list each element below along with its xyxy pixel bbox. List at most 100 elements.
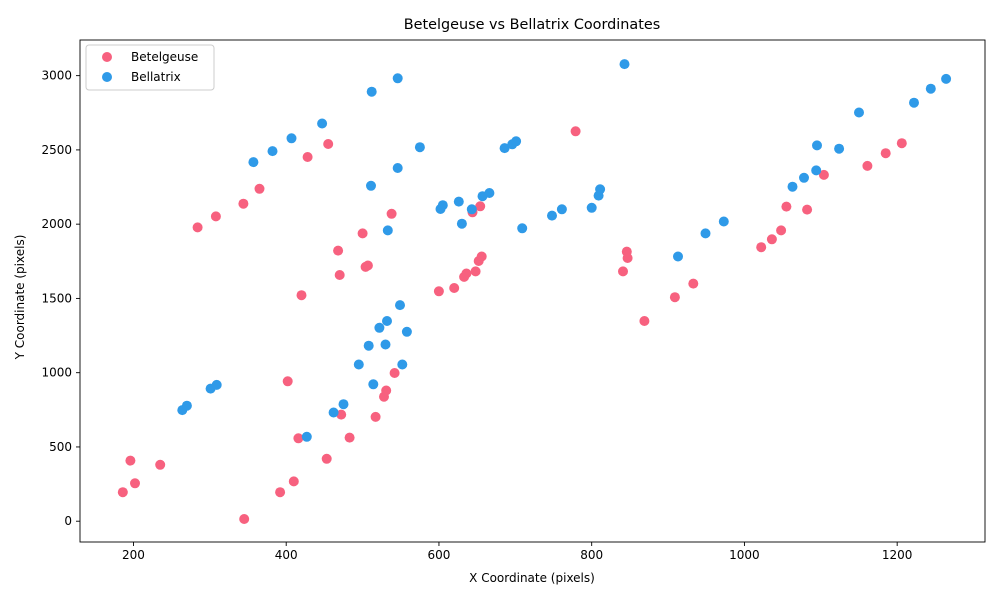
y-tick-label: 3000 — [41, 69, 72, 83]
y-tick-label: 2000 — [41, 217, 72, 231]
betelgeuse-point — [896, 138, 907, 149]
bellatrix-point — [718, 216, 729, 227]
x-tick-label: 200 — [122, 548, 145, 562]
betelgeuse-point — [766, 234, 777, 245]
legend: Betelgeuse Bellatrix — [85, 44, 215, 91]
betelgeuse-point — [818, 169, 829, 180]
x-tick-label: 400 — [275, 548, 298, 562]
bellatrix-point — [338, 399, 349, 410]
betelgeuse-point — [192, 222, 203, 233]
bellatrix-legend-label: Bellatrix — [131, 70, 181, 84]
bellatrix-point — [328, 407, 339, 418]
betelgeuse-point — [254, 183, 265, 194]
betelgeuse-point — [293, 433, 304, 444]
bellatrix-point — [925, 83, 936, 94]
betelgeuse-point — [357, 228, 368, 239]
betelgeuse-point — [275, 487, 286, 498]
bellatrix-point — [380, 339, 391, 350]
betelgeuse-point — [688, 278, 699, 289]
betelgeuse-point — [210, 211, 221, 222]
betelgeuse-point — [386, 208, 397, 219]
bellatrix-point — [395, 300, 405, 311]
bellatrix-point — [317, 118, 328, 129]
bellatrix-point — [382, 316, 392, 326]
bellatrix-point — [834, 143, 845, 154]
bellatrix-point — [787, 181, 798, 192]
bellatrix-point — [301, 431, 312, 442]
bellatrix-point — [941, 73, 952, 84]
bellatrix-point — [366, 180, 376, 191]
betelgeuse-point — [449, 283, 460, 293]
betelgeuse-point — [296, 290, 307, 301]
betelgeuse-point — [336, 409, 347, 420]
betelgeuse-point — [433, 286, 444, 297]
bellatrix-point — [401, 326, 412, 337]
betelgeuse-point — [862, 160, 873, 171]
points-layer — [117, 59, 952, 524]
bellatrix-point — [499, 143, 510, 154]
x-tick-label: 600 — [427, 548, 450, 562]
bellatrix-point — [374, 322, 385, 333]
bellatrix-point — [547, 210, 557, 221]
bellatrix-point — [854, 107, 864, 118]
bellatrix-point — [511, 136, 522, 147]
bellatrix-point — [392, 73, 403, 84]
bellatrix-point — [414, 142, 425, 153]
bellatrix-point — [812, 140, 822, 151]
y-tick-label: 500 — [49, 440, 72, 454]
betelgeuse-point — [389, 368, 400, 378]
x-tick-label: 1000 — [729, 548, 760, 562]
betelgeuse-point — [476, 251, 487, 262]
bellatrix-point — [248, 157, 259, 168]
betelgeuse-point — [130, 478, 140, 489]
bellatrix-point — [286, 133, 297, 144]
x-tick-label: 1200 — [882, 548, 913, 562]
betelgeuse-point — [155, 459, 166, 470]
bellatrix-point — [909, 97, 919, 108]
betelgeuse-point — [321, 453, 332, 464]
betelgeuse-point — [282, 376, 293, 387]
bellatrix-point — [811, 165, 822, 176]
betelgeuse-point — [781, 201, 792, 212]
bellatrix-point — [484, 188, 495, 198]
betelgeuse-point — [370, 411, 381, 422]
x-axis-title: X Coordinate (pixels) — [469, 571, 595, 585]
betelgeuse-point — [238, 198, 249, 209]
betelgeuse-point — [125, 455, 136, 466]
betelgeuse-point — [639, 316, 650, 326]
betelgeuse-legend-label: Betelgeuse — [131, 50, 198, 64]
bellatrix-point — [368, 379, 379, 390]
bellatrix-point — [366, 86, 377, 97]
y-axis-title: Y Coordinate (pixels) — [13, 235, 27, 361]
axes-layer: 200 400 600 800 1000 1200 0 500 1000 1500 2000 2500… — [41, 39, 986, 562]
bellatrix-point — [586, 202, 597, 213]
bellatrix-point — [595, 184, 606, 195]
betelgeuse-point — [362, 260, 373, 271]
betelgeuse-point — [669, 292, 680, 303]
betelgeuse-point — [323, 139, 334, 149]
bellatrix-point — [619, 59, 630, 70]
betelgeuse-point — [618, 266, 628, 277]
betelgeuse-point — [344, 432, 355, 443]
betelgeuse-point — [470, 266, 481, 277]
bellatrix-point — [211, 379, 222, 390]
betelgeuse-point — [570, 126, 581, 137]
betelgeuse-point — [381, 385, 392, 396]
betelgeuse-point — [802, 204, 813, 215]
bellatrix-point — [382, 225, 393, 236]
bellatrix-point — [181, 400, 192, 411]
chart-title: Betelgeuse vs Bellatrix Coordinates — [404, 17, 660, 33]
bellatrix-point — [453, 196, 464, 207]
betelgeuse-point — [117, 487, 128, 498]
bellatrix-point — [456, 218, 467, 229]
bellatrix-point — [466, 204, 477, 215]
betelgeuse-legend-marker — [102, 52, 112, 62]
betelgeuse-point — [288, 476, 299, 487]
bellatrix-point — [392, 163, 403, 173]
bellatrix-point — [799, 172, 809, 183]
axes-frame — [79, 39, 986, 543]
bellatrix-point — [397, 359, 408, 370]
bellatrix-point — [353, 359, 364, 370]
betelgeuse-point — [302, 152, 313, 162]
